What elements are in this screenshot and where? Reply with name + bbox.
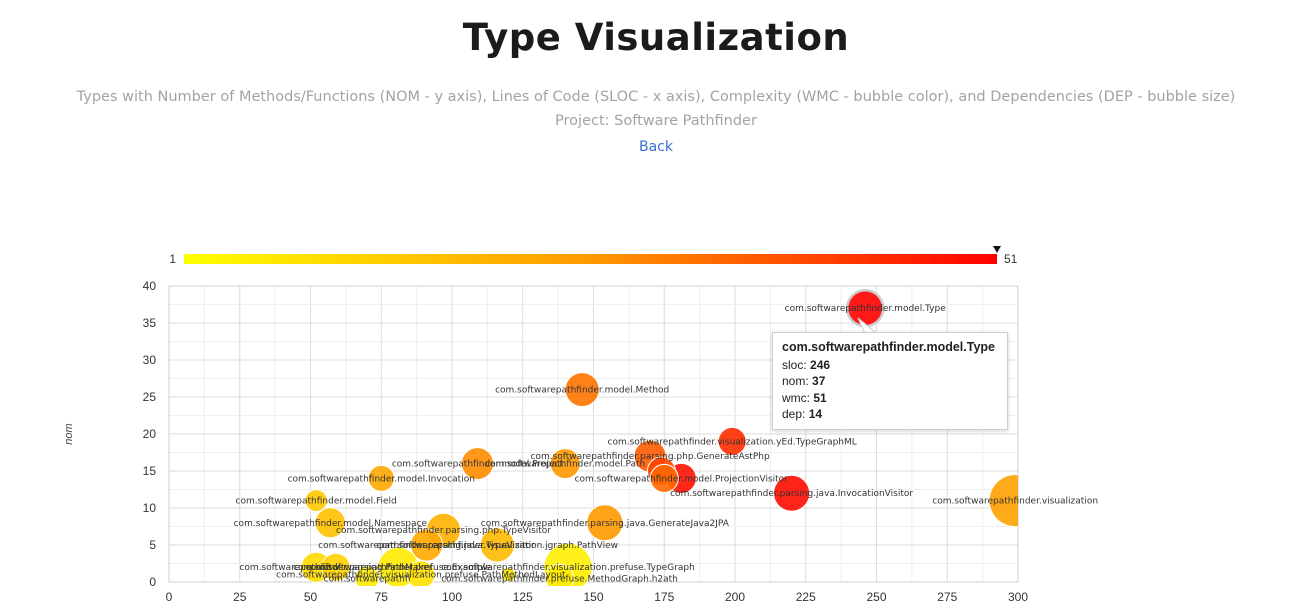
bubble-label: com.softwarepathfinder.prefuse.Example — [306, 563, 492, 573]
subtitle-description: Types with Number of Methods/Functions (… — [76, 89, 1236, 105]
tooltip-sloc-label: sloc: — [782, 357, 807, 372]
bubble-point[interactable] — [545, 563, 575, 592]
tooltip-wmc-row: wmc: 51 — [782, 390, 998, 407]
tooltip-dep-value: 14 — [808, 407, 823, 421]
x-tick-label: 300 — [1008, 590, 1028, 604]
y-tick-label: 30 — [143, 353, 157, 367]
bubble-point[interactable] — [314, 507, 346, 539]
bubble-point[interactable] — [501, 567, 517, 583]
x-tick-label: 25 — [233, 590, 247, 604]
bubble-label: com.softwarepathfinder.model.Method — [495, 386, 669, 396]
tooltip-nom-value: 37 — [812, 374, 826, 388]
tooltip-title: com.softwarepathfinder.model.Type — [782, 340, 996, 354]
x-tick-label: 100 — [442, 590, 462, 604]
bubble-point[interactable] — [717, 426, 747, 456]
color-scale-marker — [993, 246, 1001, 253]
tooltip-dep-label: dep: — [782, 407, 806, 421]
plot-frame — [168, 285, 1019, 583]
bubble-label: com.softwarepathfinder.model.ProjectionV… — [575, 474, 789, 484]
bubble-point[interactable] — [773, 474, 811, 512]
y-tick-label: 15 — [143, 464, 157, 478]
bubble-label-layer: com.softwarepathfinder.model.Typecom.sof… — [234, 304, 1098, 584]
bubble-label: com.softwarepathfinder.visualization.pre… — [276, 571, 566, 581]
bubble-label: com.softwarepathfinder.model.Invocation — [288, 474, 475, 484]
bubble-layer — [300, 288, 1041, 592]
color-scale-min-label: 1 — [169, 252, 176, 266]
bubble-label: com.softw — [293, 563, 339, 573]
x-tick-label: 75 — [375, 590, 389, 604]
page-subtitle: Types with Number of Methods/Functions (… — [0, 85, 1312, 133]
x-tick-label: 275 — [937, 590, 957, 604]
y-tick-label: 35 — [143, 316, 157, 330]
bubble-point[interactable] — [564, 372, 600, 408]
bubble-point[interactable] — [649, 463, 679, 493]
x-tick-label: 50 — [304, 590, 318, 604]
bubble-label: com.softwarepathfinder.parsing.java.Type… — [318, 541, 535, 551]
bubble-label: com.softwarepathfinder.model.Project — [392, 460, 564, 470]
bubble-label: com.softwarepathfinder.visualization.pre… — [441, 563, 695, 573]
color-scale-legend: 1 51 — [169, 246, 1018, 266]
data-tooltip: com.softwarepathfinder.model.Type sloc: … — [772, 332, 1008, 430]
tooltip-nom-row: nom: 37 — [782, 373, 998, 390]
bubble-label: com.softwarepathfi — [324, 574, 411, 584]
bubble-label: com.softwarepathfinder.visualization.jgr… — [377, 541, 618, 551]
tooltip-sloc-row: sloc: 246 — [782, 357, 998, 374]
bubble-point[interactable] — [406, 560, 436, 589]
bubble-label: com.softwarepathfinder.parsing.PathMaker — [239, 563, 432, 573]
chart-axes: 0 25 50 75 100 125 150 175 200 225 250 275 300 0 5 10 15… — [63, 279, 1028, 604]
tooltip-wmc-label: wmc: — [782, 390, 810, 405]
bubble-label: com.softwarepathfinder.parsing.java.Invo… — [670, 489, 913, 499]
x-tick-label: 250 — [866, 590, 886, 604]
y-tick-label: 0 — [149, 575, 156, 589]
bubble-label: com.softwarepathfinder.model.Namespace — [234, 519, 428, 529]
y-tick-label: 25 — [143, 390, 157, 404]
bubble-point[interactable] — [460, 447, 494, 481]
bubble-label: com.softwarepathfinder.model.Path — [485, 460, 645, 470]
y-axis-label: nom — [63, 423, 75, 444]
x-tick-label: 200 — [725, 590, 745, 604]
x-tick-label: 125 — [513, 590, 533, 604]
x-tick-label: 150 — [583, 590, 603, 604]
bubble-point[interactable] — [321, 552, 351, 582]
bubble-point[interactable] — [410, 528, 444, 562]
page-title: Type Visualization — [462, 16, 850, 59]
y-tick-label: 40 — [143, 279, 157, 293]
bubble-label: com.softwarepathfinder.prefuse.MethodGra… — [441, 574, 678, 584]
chart-grid — [168, 285, 1019, 583]
y-tick-label: 20 — [143, 427, 157, 441]
y-tick-label: 10 — [143, 501, 157, 515]
bubble-label: com.softwarepathfinder.parsing.java.Gene… — [481, 519, 730, 529]
bubble-point[interactable] — [988, 474, 1041, 528]
x-tick-label: 225 — [796, 590, 816, 604]
bubble-label: com.softwarepathfinder.parsing.php.TypeV… — [336, 526, 551, 536]
back-link[interactable]: Back — [639, 139, 673, 155]
bubble-label: com.softwarepathfinder.parsing.php.Gener… — [530, 452, 769, 462]
bubble-point[interactable] — [586, 504, 624, 542]
bubble-point[interactable] — [549, 448, 581, 480]
x-tick-label: 0 — [166, 590, 173, 604]
tooltip-wmc-value: 51 — [813, 390, 827, 405]
tooltip-dep-row: dep: 14 — [782, 406, 998, 423]
bubble-label: com.softwarepathfinder.visualization — [932, 497, 1098, 507]
subtitle-project: Project: Software Pathfinder — [555, 113, 757, 129]
bubble-label: com.softwarepathfinder.model.Field — [236, 497, 397, 507]
bubble-point[interactable] — [304, 489, 328, 513]
bubble-point[interactable] — [354, 565, 380, 590]
tooltip-nom-label: nom: — [782, 374, 809, 388]
bubble-label: com.softwarepathfinder.visualization.yEd… — [608, 437, 857, 447]
tooltip-sloc-value: 246 — [810, 357, 831, 372]
x-tick-label: 175 — [654, 590, 674, 604]
color-scale-bar — [184, 254, 997, 264]
y-tick-label: 5 — [149, 538, 156, 552]
bubble-point[interactable] — [479, 527, 515, 563]
bubble-label: com.softwarepathfinder.model.Type — [785, 304, 947, 314]
bubble-point[interactable] — [367, 464, 395, 492]
back-link-container: Back — [0, 139, 1312, 155]
color-scale-max-label: 51 — [1004, 252, 1018, 266]
